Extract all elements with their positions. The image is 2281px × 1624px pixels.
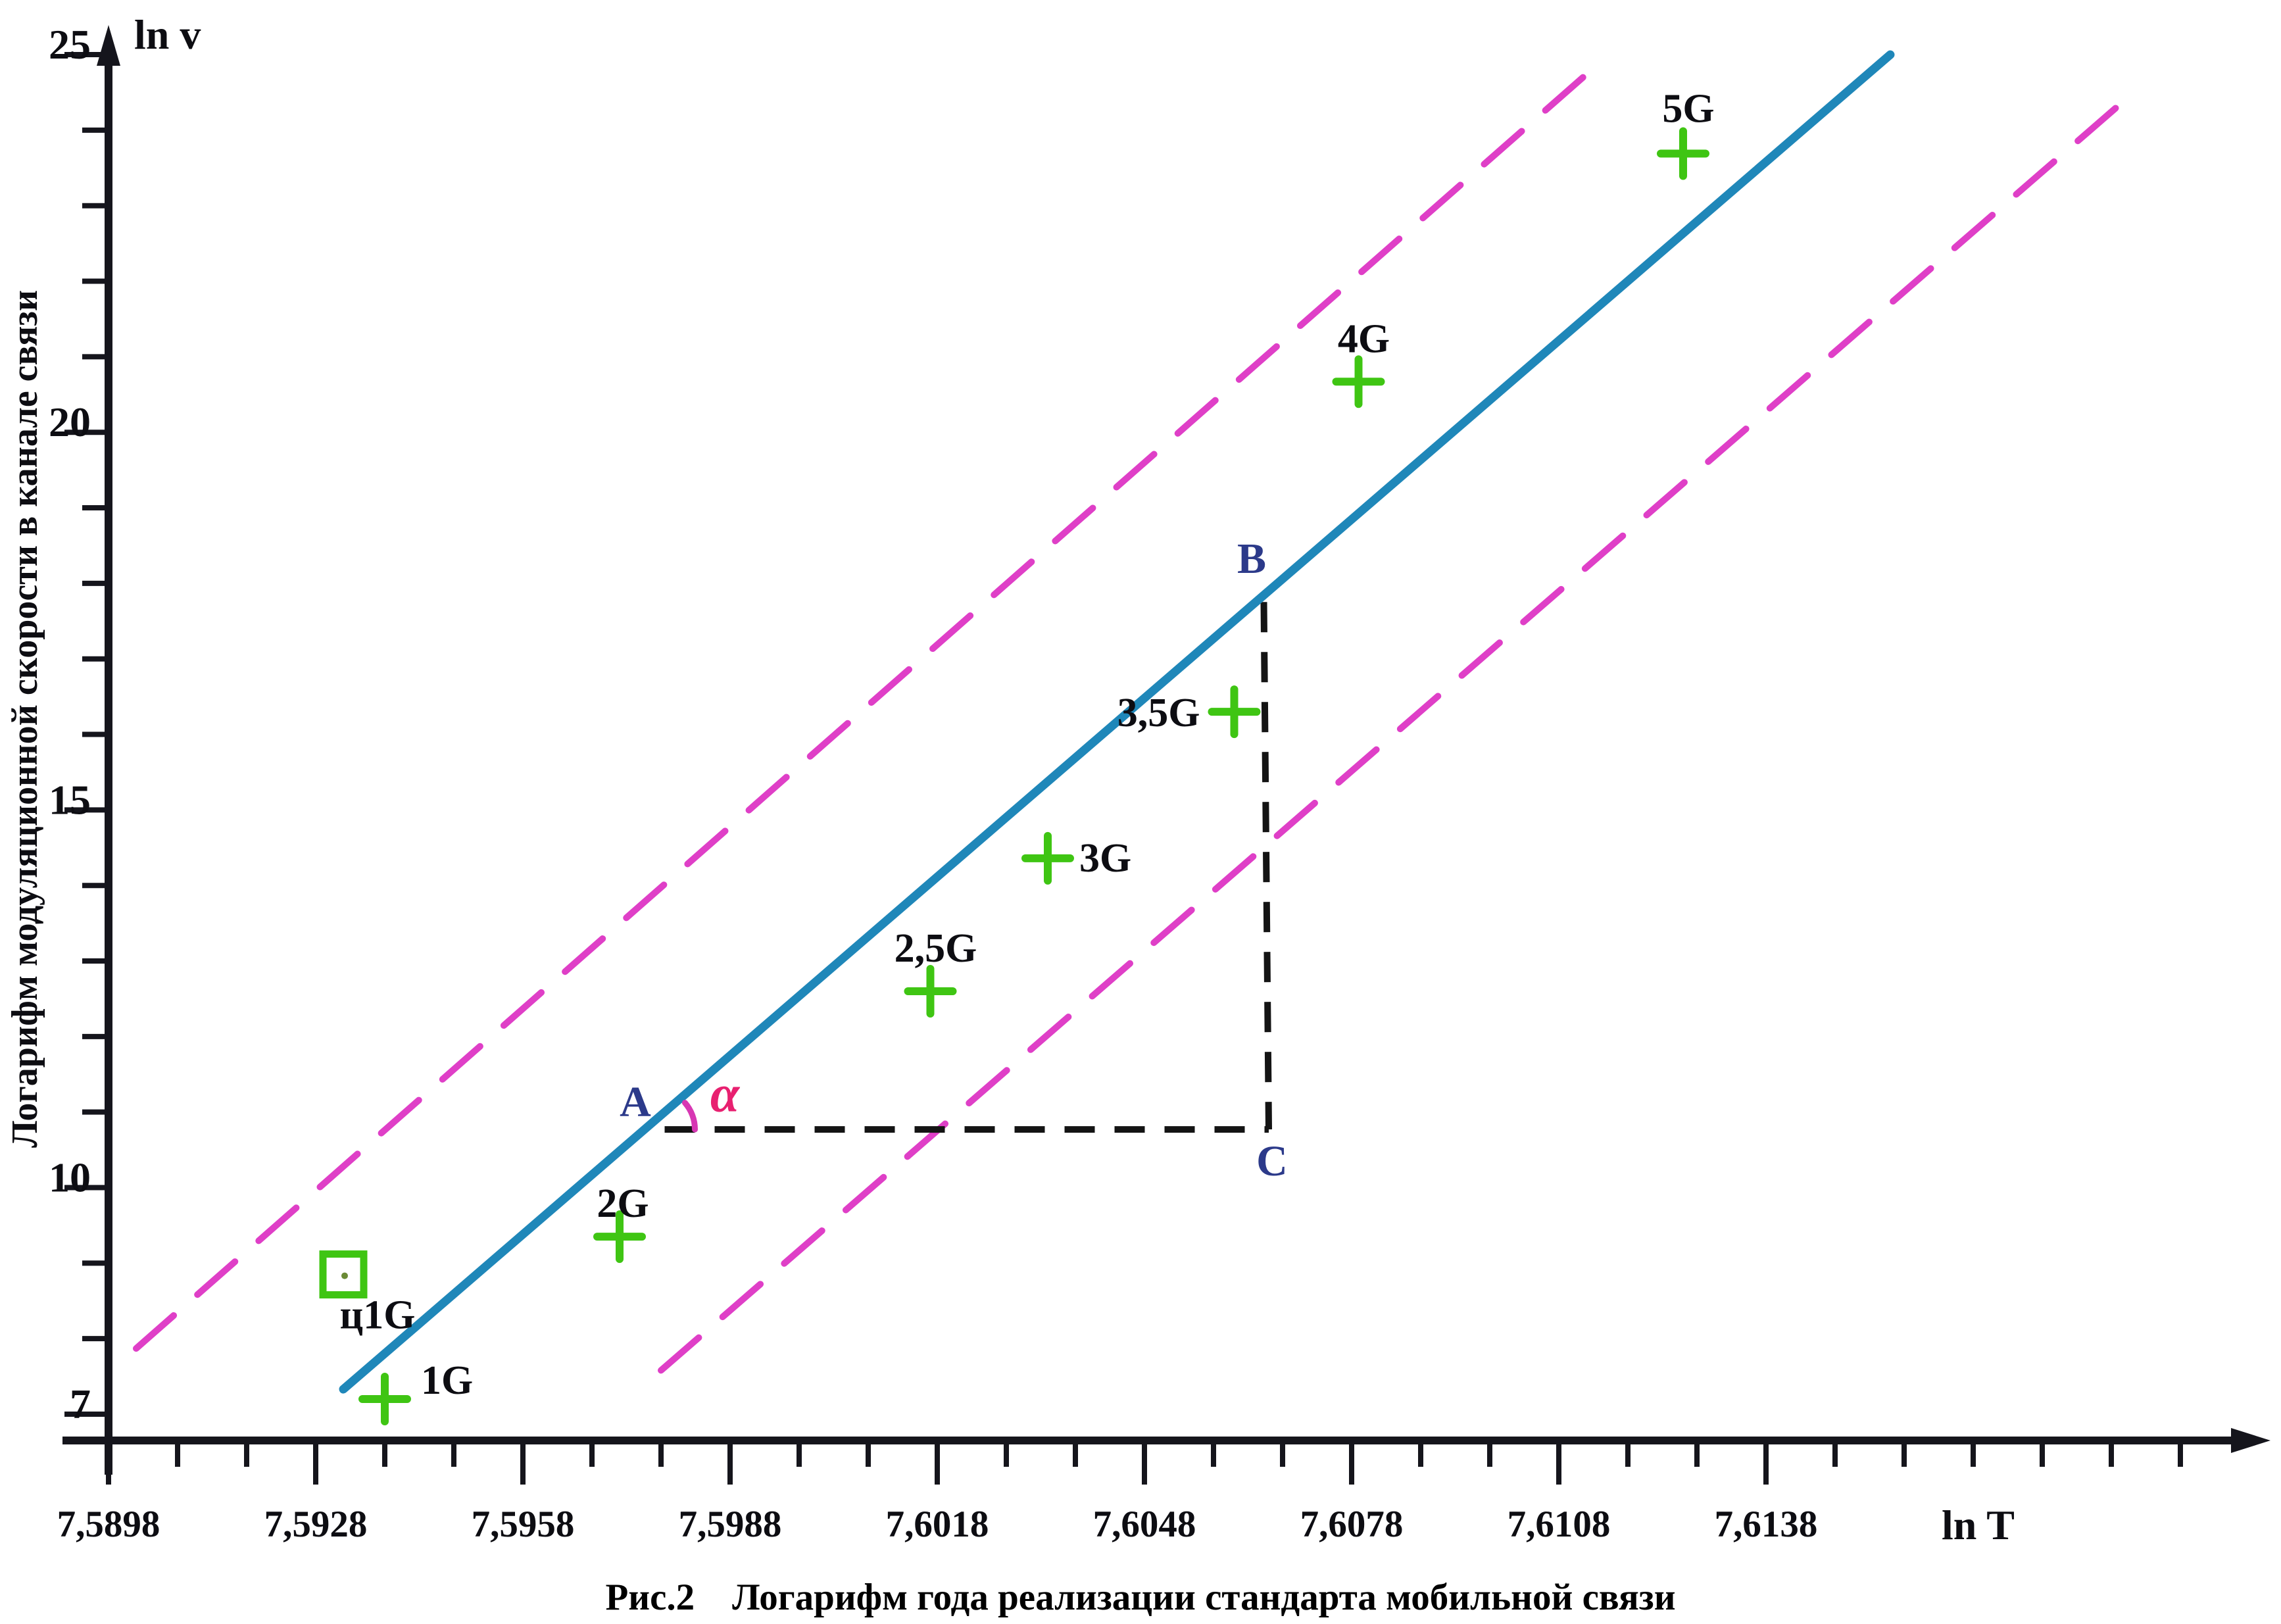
x-tick-label: 7,6108	[1508, 1504, 1611, 1545]
y-axis-arrow	[97, 25, 120, 66]
point-label: 3G	[1079, 836, 1131, 881]
point-label: ц1G	[340, 1293, 416, 1338]
vertex-label-c: C	[1256, 1137, 1288, 1185]
trend-line	[339, 50, 1895, 1394]
y-axis-unit-label: ln v	[134, 11, 201, 58]
x-tick-label: 7,5958	[472, 1504, 575, 1545]
y-tick-label: 25	[49, 21, 91, 68]
y-axis-title: Логарифм модуляционной скорости в канале…	[5, 289, 45, 1148]
confidence-bound-upper	[133, 59, 1604, 1352]
x-tick-label: 7,6018	[886, 1504, 989, 1545]
point-label: 2G	[597, 1181, 649, 1226]
x-tick-label: 7,6078	[1300, 1504, 1404, 1545]
x-tick-label: 7,6048	[1093, 1504, 1196, 1545]
y-tick-label: 15	[49, 776, 91, 823]
x-tick-label: 7,5898	[57, 1504, 160, 1545]
vertex-label-b: B	[1237, 535, 1267, 583]
figure-caption: Рис.2 Логарифм года реализации стандарта…	[605, 1577, 1676, 1618]
angle-alpha-label: α	[710, 1065, 740, 1123]
x-axis-unit-label: ln T	[1942, 1502, 2015, 1548]
triangle-leg-bc	[1260, 602, 1272, 1130]
x-tick-label: 7,5928	[264, 1504, 368, 1545]
angle-arc	[681, 1100, 698, 1133]
y-tick-label: 7	[70, 1381, 91, 1427]
y-tick-label: 20	[49, 399, 91, 445]
x-tick-label: 7,6138	[1715, 1504, 1818, 1545]
point-label: 5G	[1662, 86, 1714, 131]
confidence-bound-lower	[658, 90, 2136, 1374]
x-tick-label: 7,5988	[679, 1504, 782, 1545]
data-point-square-dot	[341, 1272, 348, 1279]
point-label: 2,5G	[895, 926, 977, 971]
x-axis-arrow	[2231, 1428, 2270, 1453]
y-tick-label: 10	[49, 1154, 91, 1201]
point-label: 1G	[421, 1358, 473, 1403]
point-label: 3,5G	[1117, 691, 1200, 735]
vertex-label-a: A	[620, 1078, 651, 1126]
point-label: 4G	[1338, 316, 1390, 361]
data-point-square	[319, 1250, 368, 1299]
